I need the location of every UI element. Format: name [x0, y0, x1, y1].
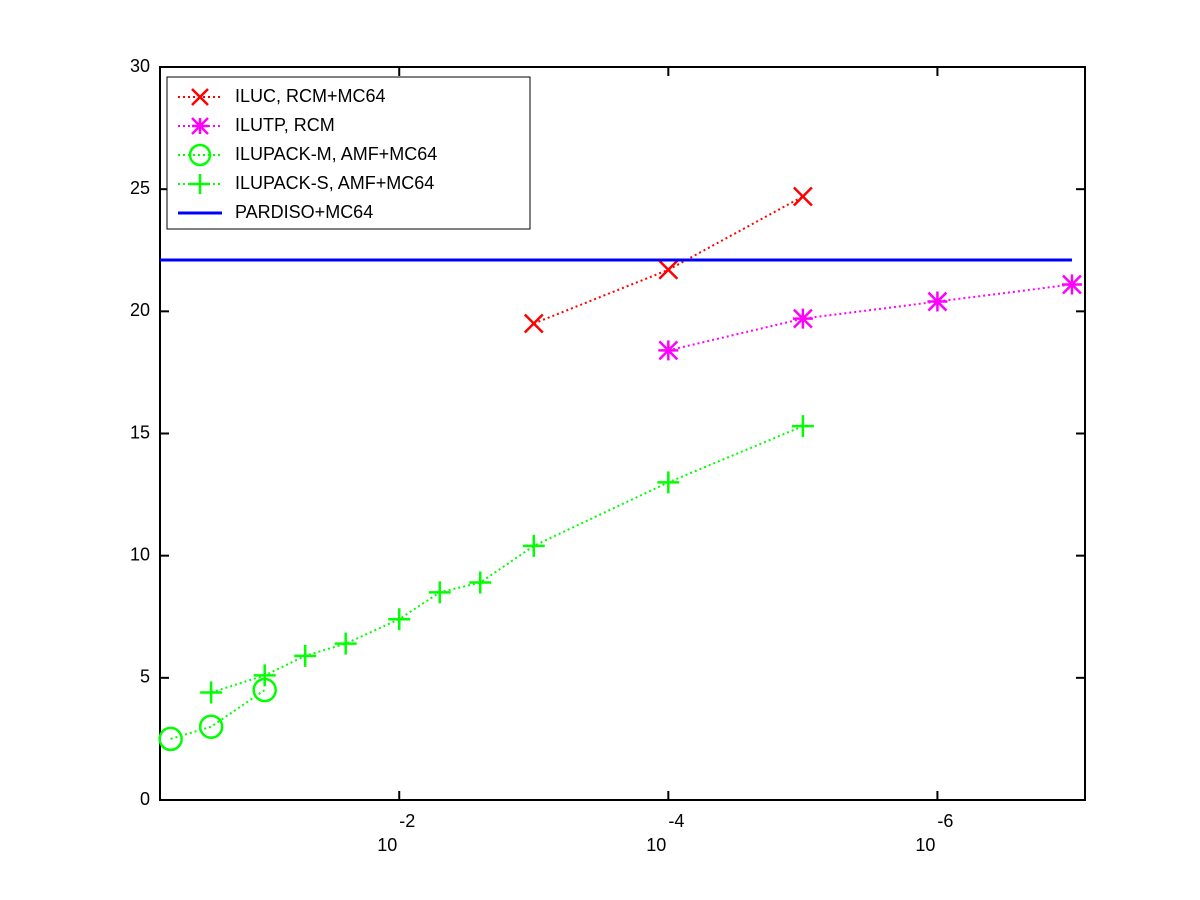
- marker: [657, 471, 680, 494]
- y-tick-label: 15: [130, 422, 150, 442]
- marker: [294, 644, 317, 667]
- legend-marker: [191, 117, 209, 135]
- legend-label: ILUPACK-M, AMF+MC64: [235, 144, 437, 164]
- legend-label: PARDISO+MC64: [235, 202, 373, 222]
- marker: [927, 291, 948, 312]
- marker: [522, 534, 545, 557]
- marker: [198, 714, 224, 739]
- x-tick-exponent: -4: [668, 811, 684, 831]
- marker: [428, 581, 451, 604]
- legend-box: [166, 76, 531, 230]
- marker: [792, 186, 813, 207]
- legend-label: ILUTP, RCM: [235, 115, 335, 135]
- x-tick-base: 10: [646, 835, 666, 855]
- marker: [658, 340, 679, 361]
- marker: [253, 664, 276, 687]
- marker: [388, 608, 411, 631]
- y-tick-label: 20: [130, 300, 150, 320]
- legend-marker: [190, 174, 210, 194]
- y-tick-label: 5: [140, 667, 150, 687]
- x-tick-base: 10: [915, 835, 935, 855]
- marker: [200, 681, 223, 704]
- legend-label: ILUPACK-S, AMF+MC64: [235, 173, 434, 193]
- y-tick-label: 25: [130, 178, 150, 198]
- marker: [469, 571, 492, 594]
- y-tick-label: 10: [130, 544, 150, 564]
- marker: [658, 259, 679, 280]
- x-tick-exponent: -6: [937, 811, 953, 831]
- series-line: [668, 283, 1073, 352]
- legend-marker: [188, 143, 212, 167]
- series-line: [210, 425, 804, 694]
- marker: [791, 415, 814, 438]
- y-tick-label: 0: [140, 789, 150, 809]
- marker: [523, 313, 544, 334]
- legend-marker: [191, 88, 209, 106]
- series-line: [170, 689, 266, 740]
- marker: [158, 726, 183, 752]
- x-tick-exponent: -2: [399, 811, 415, 831]
- marker: [334, 632, 357, 655]
- x-tick-base: 10: [377, 835, 397, 855]
- marker: [1061, 274, 1082, 295]
- marker: [792, 308, 813, 329]
- y-tick-label: 30: [130, 56, 150, 76]
- legend-label: ILUC, RCM+MC64: [235, 86, 386, 106]
